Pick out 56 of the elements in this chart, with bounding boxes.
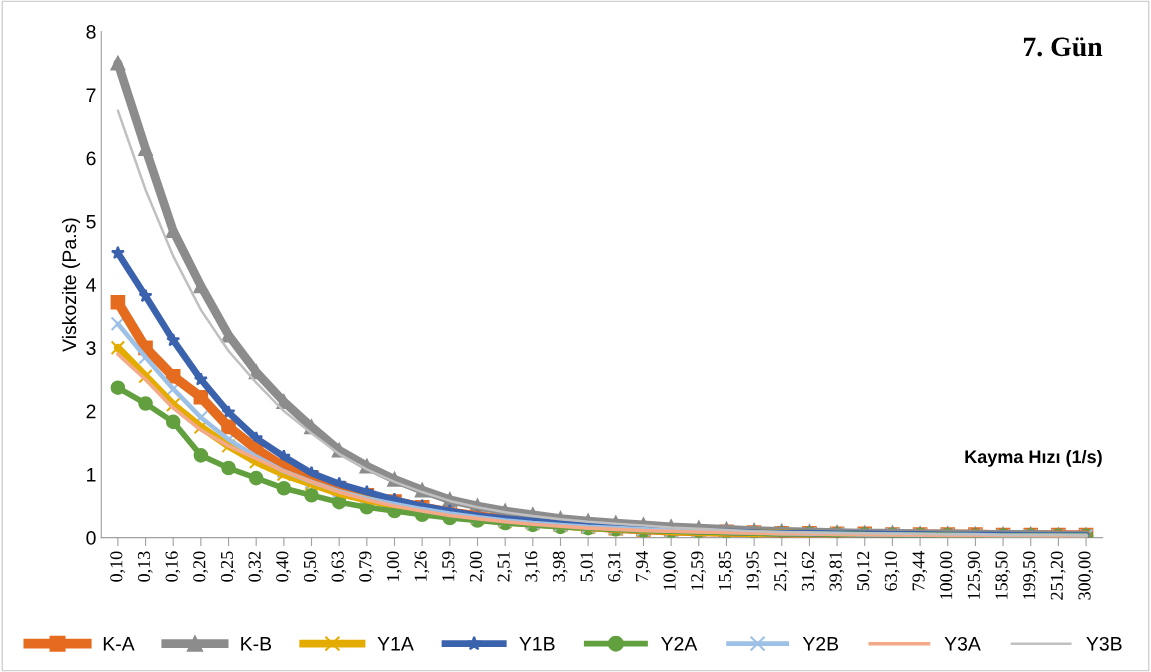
x-tick-label: 39,81 [829,551,845,591]
x-tick-label: 25,12 [774,551,789,591]
x-tick-label: 10,00 [663,551,679,590]
x-tick-label: 7,94 [635,551,651,582]
x-tick-label: 100,00 [940,551,955,599]
x-tick-label: 5,01 [580,551,596,582]
x-axis-title: Kayma Hızı (1/s) [965,449,1102,467]
x-tick-label: 0,13 [137,551,153,582]
x-tick-label: 0,50 [303,551,319,582]
chart-title: 7. Gün [1023,37,1103,57]
x-tick-label: 15,85 [718,551,734,590]
x-tick-label: 1,00 [386,551,402,581]
x-tick-label: 6,31 [608,551,623,582]
x-tick-label: 2,00 [469,551,485,582]
x-tick-label: 3,98 [552,551,568,582]
x-tick-label: 31,62 [801,551,817,591]
legend-label: Y3B [1086,636,1122,651]
x-tick-label: 0,63 [331,551,347,582]
x-tick-label: 199,50 [1023,551,1038,599]
x-tick-label: 1,59 [442,551,457,581]
x-tick-label: 251,20 [1050,551,1066,600]
y-tick-label: 2 [86,404,96,419]
x-tick-label: 1,26 [414,551,430,581]
x-tick-label: 0,10 [110,551,125,582]
x-tick-label: 19,95 [746,551,762,590]
legend-label: K-A [103,637,135,651]
y-tick-label: 8 [86,25,96,39]
x-tick-label: 0,25 [220,551,236,582]
x-tick-label: 0,40 [276,551,291,582]
y-tick-label: 4 [86,278,96,292]
x-tick-label: 2,51 [497,551,513,582]
x-tick-label: 0,20 [193,551,208,582]
x-tick-label: 3,16 [525,551,540,582]
y-tick-label: 0 [86,531,96,545]
y-tick-label: 6 [86,151,96,166]
x-tick-label: 125,90 [967,551,983,599]
legend-label: Y2B [802,636,839,651]
legend-label: Y2A [661,636,698,651]
y-tick-label: 7 [86,88,96,102]
legend-label: Y1B [519,637,555,651]
x-tick-label: 0,32 [248,551,264,582]
x-tick-label: 63,10 [884,551,900,591]
legend-label: Y3A [944,636,981,651]
x-tick-label: 300,00 [1078,551,1094,600]
legend-label: Y1A [377,637,414,651]
legend-label: K-B [241,637,272,651]
x-tick-label: 50,12 [857,551,872,591]
x-tick-label: 79,44 [912,551,928,591]
x-tick-label: 0,16 [165,551,181,582]
y-tick-label: 3 [86,341,96,356]
y-axis-title: Viskozite (Pa.s) [61,218,81,352]
x-tick-label: 0,79 [359,551,374,582]
x-tick-label: 158,50 [995,551,1011,599]
x-tick-label: 12,59 [691,551,706,590]
y-tick-label: 5 [86,215,96,229]
y-tick-label: 1 [87,468,96,482]
